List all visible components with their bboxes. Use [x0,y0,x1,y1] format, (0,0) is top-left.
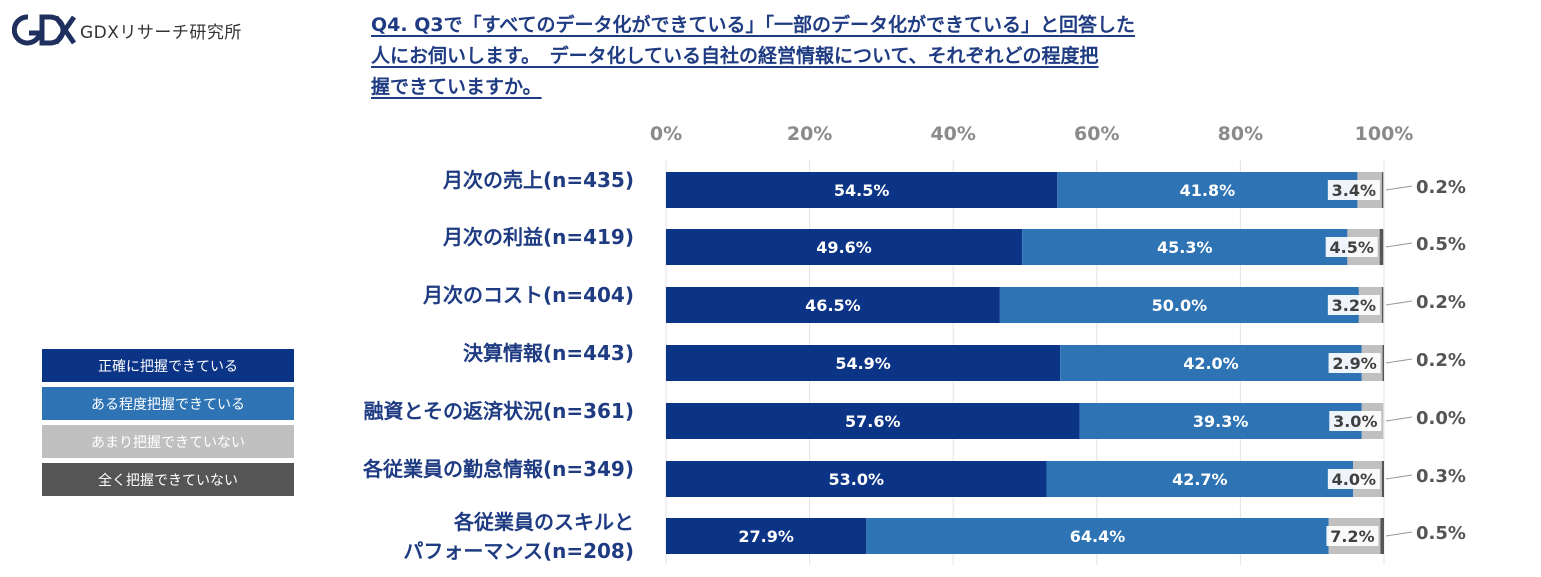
x-tick-label: 80% [1218,123,1263,145]
bar-segment [666,345,1061,381]
chart-legend: 正確に把握できている ある程度把握できている あまり把握できていない 全く把握で… [42,349,294,501]
data-label: 0.2% [1416,350,1466,371]
bar-segment [1382,345,1384,381]
bar-segment [666,518,867,554]
x-tick-label: 60% [1074,123,1119,145]
bar-segment [1379,229,1384,265]
bar-segment [666,172,1058,208]
data-label: 0.3% [1416,466,1466,487]
leader-line [1385,474,1413,480]
bar-segment [666,287,1000,323]
logo-text: GDXリサーチ研究所 [80,22,242,43]
brand-logo: GDXリサーチ研究所 [12,12,242,48]
leader-line [1385,242,1413,248]
data-label: 27.9% [738,527,794,546]
category-label: パフォーマンス(n=208) [403,539,634,563]
bar-segment [1046,461,1354,497]
data-label-box [1325,237,1378,257]
x-tick-label: 20% [787,123,832,145]
data-label: 53.0% [829,470,885,489]
category-label: 融資とその返済状況(n=361) [364,399,634,423]
legend-item-somewhat: ある程度把握できている [42,387,294,420]
category-label: 各従業員の勤怠情報(n=349) [362,457,634,481]
legend-label: ある程度把握できている [91,396,245,413]
data-label: 50.0% [1152,296,1208,315]
data-label: 4.5% [1330,238,1374,257]
data-label-box [1326,526,1379,546]
gdx-logo-icon [12,14,76,46]
leader-line [1385,185,1413,191]
data-label: 42.0% [1183,354,1239,373]
title-line-3: 握できていますか。 [371,76,542,98]
data-label-box [1329,411,1382,431]
leader-line [1385,358,1413,364]
data-label: 2.9% [1332,354,1376,373]
bar-segment [1022,229,1348,265]
category-label: 決算情報(n=443) [463,341,634,365]
category-label: 月次の売上(n=435) [442,168,634,192]
data-label-box [1328,353,1381,373]
data-label-box [1327,469,1380,489]
data-label: 3.2% [1332,296,1376,315]
bar-segment [1060,345,1362,381]
bar-segment [999,287,1359,323]
data-label: 0.5% [1416,523,1466,544]
legend-item-none: 全く把握できていない [42,463,294,496]
data-label-box [1327,295,1380,315]
data-label: 0.2% [1416,177,1466,198]
data-label: 0.5% [1416,234,1466,255]
bar-segment [666,229,1023,265]
legend-label: あまり把握できていない [91,434,245,451]
x-tick-label: 40% [930,123,975,145]
data-label: 39.3% [1193,412,1249,431]
data-label: 3.4% [1332,181,1376,200]
data-label: 57.6% [845,412,901,431]
legend-label: 正確に把握できている [98,358,238,375]
leader-line [1385,531,1413,537]
data-label-box [1327,180,1380,200]
category-label: 月次のコスト(n=404) [422,283,634,307]
bar-segment [666,403,1080,439]
legend-label: 全く把握できていない [98,472,238,489]
title-line-2: 人にお伺いします。 データ化している自社の経営情報について、それぞれどの程度把 [371,45,1099,67]
bar-segment [866,518,1329,554]
data-label: 54.9% [835,354,891,373]
legend-item-little: あまり把握できていない [42,425,294,458]
data-label: 41.8% [1180,181,1236,200]
leader-line [1385,300,1413,306]
data-label: 7.2% [1330,527,1374,546]
bar-segment [666,461,1047,497]
data-label: 4.0% [1332,470,1376,489]
question-title: Q4. Q3で「すべてのデータ化ができている」「一部のデータ化ができている」と回… [371,10,1171,103]
bar-segment [1381,461,1384,497]
data-label: 45.3% [1157,238,1213,257]
data-label: 64.4% [1070,527,1126,546]
category-label: 各従業員のスキルと [453,510,634,534]
data-label: 3.0% [1333,412,1377,431]
title-line-1: Q4. Q3で「すべてのデータ化ができている」「一部のデータ化ができている」と回… [371,14,1135,36]
x-tick-label: 100% [1355,123,1414,145]
data-label: 0.0% [1416,408,1466,429]
data-label: 0.2% [1416,292,1466,313]
leader-line [1385,416,1413,422]
bar-segment [1381,172,1384,208]
data-label: 49.6% [816,238,872,257]
data-label: 46.5% [805,296,861,315]
legend-item-accurate: 正確に把握できている [42,349,294,382]
category-label: 月次の利益(n=419) [442,225,634,249]
x-tick-label: 0% [650,123,682,145]
data-label: 42.7% [1172,470,1228,489]
data-label: 54.5% [834,181,890,200]
bar-segment [1079,403,1362,439]
bar-segment [1381,287,1384,323]
bar-segment [1380,518,1384,554]
bar-segment [1057,172,1358,208]
